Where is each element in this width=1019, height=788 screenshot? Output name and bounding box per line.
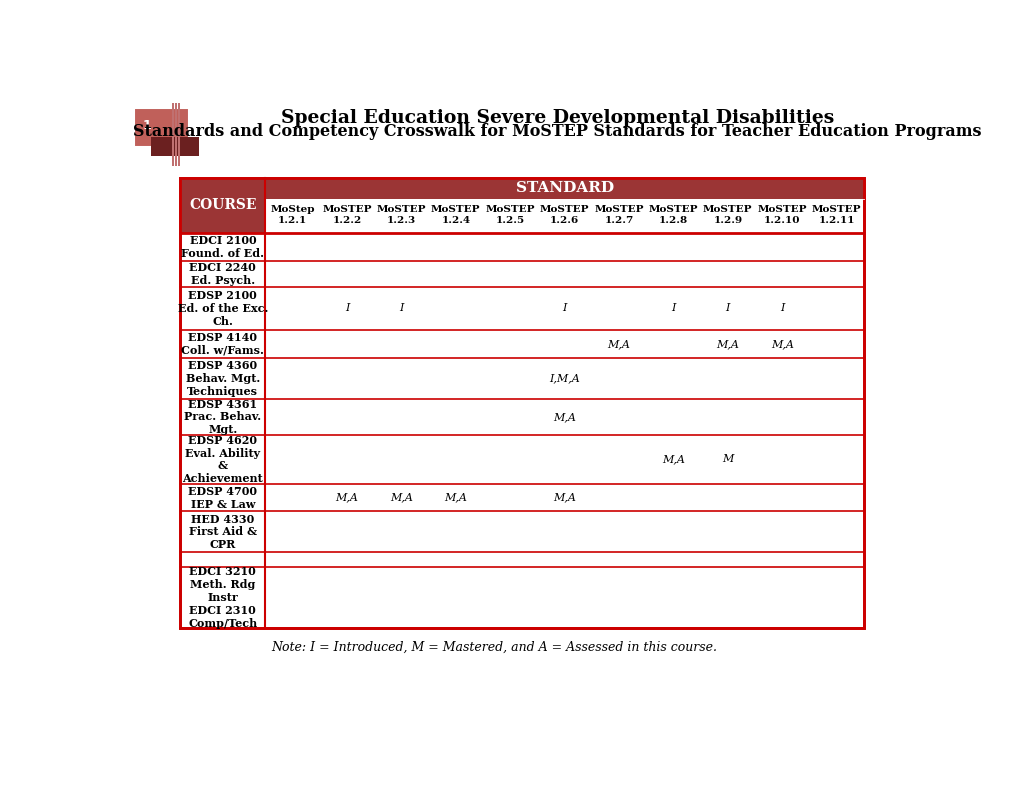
Text: 1.2.6: 1.2.6 [549,216,579,225]
Text: I: I [344,303,348,314]
Text: EDSP 4360
Behav. Mgt.
Techniques: EDSP 4360 Behav. Mgt. Techniques [185,360,260,396]
Text: I: I [780,303,784,314]
Text: MoSTEP: MoSTEP [539,206,589,214]
Text: Standards and Competency Crosswalk for MoSTEP Standards for Teacher Education Pr: Standards and Competency Crosswalk for M… [133,123,981,140]
Text: EDSP 4361
Prac. Behav.
Mgt.: EDSP 4361 Prac. Behav. Mgt. [184,399,261,435]
Text: MoSTEP: MoSTEP [811,206,860,214]
Text: M,A: M,A [552,412,576,422]
Text: I: I [561,303,567,314]
Text: EDSP 4620
Eval. Ability
&
Achievement: EDSP 4620 Eval. Ability & Achievement [182,435,263,484]
FancyBboxPatch shape [180,178,863,628]
Text: EDSP 4140
Coll. w/Fams.: EDSP 4140 Coll. w/Fams. [181,332,264,356]
Text: I: I [671,303,675,314]
Text: M,A: M,A [770,339,793,349]
Text: EDCI 2100
Found. of Ed.: EDCI 2100 Found. of Ed. [181,235,264,258]
Text: MoSTEP: MoSTEP [485,206,534,214]
Text: Note: I = Introduced, M = Mastered, and A = Assessed in this course.: Note: I = Introduced, M = Mastered, and … [271,641,716,654]
Text: M,A: M,A [389,492,413,503]
Text: 1.2.7: 1.2.7 [604,216,633,225]
FancyBboxPatch shape [171,103,173,166]
Text: M: M [721,455,733,464]
Text: 1.2.3: 1.2.3 [386,216,416,225]
Text: MoSTEP: MoSTEP [431,206,480,214]
FancyBboxPatch shape [177,103,179,166]
Text: EDCI 3210
Meth. Rdg
Instr
EDCI 2310
Comp/Tech: EDCI 3210 Meth. Rdg Instr EDCI 2310 Comp… [189,567,257,629]
FancyBboxPatch shape [265,178,863,199]
Text: M,A: M,A [661,455,684,464]
Text: 1.2.2: 1.2.2 [332,216,362,225]
Text: M,A: M,A [444,492,467,503]
Text: 1.2.8: 1.2.8 [658,216,687,225]
FancyBboxPatch shape [180,178,265,233]
Text: COURSE: COURSE [189,199,257,213]
Text: MoSTEP: MoSTEP [322,206,371,214]
Text: M,A: M,A [552,492,576,503]
Text: 1.2.1: 1.2.1 [278,216,307,225]
FancyBboxPatch shape [133,109,190,147]
Text: MoSTEP: MoSTEP [648,206,697,214]
Text: I: I [725,303,730,314]
FancyBboxPatch shape [174,103,176,166]
Text: M,A: M,A [715,339,739,349]
Text: MoStep: MoStep [270,206,315,214]
Text: EDSP 4700
IEP & Law: EDSP 4700 IEP & Law [189,485,257,510]
Text: 1.2.10: 1.2.10 [763,216,800,225]
Text: Special Education Severe Developmental Disabilities: Special Education Severe Developmental D… [280,109,834,127]
Text: EDCI 2240
Ed. Psych.: EDCI 2240 Ed. Psych. [190,262,256,286]
Text: 1.2.9: 1.2.9 [712,216,742,225]
Text: MoSTEP: MoSTEP [702,206,752,214]
Text: 1.2.11: 1.2.11 [817,216,854,225]
Text: 1: 1 [143,119,152,132]
Text: MoSTEP: MoSTEP [594,206,643,214]
Text: M,A: M,A [335,492,358,503]
Text: MoSTEP: MoSTEP [757,206,806,214]
Text: I,M,A: I,M,A [548,374,580,383]
Text: STANDARD: STANDARD [515,181,613,195]
Text: MoSTEP: MoSTEP [376,206,426,214]
Text: 1.2.4: 1.2.4 [441,216,470,225]
Text: 1.2.5: 1.2.5 [495,216,524,225]
FancyBboxPatch shape [151,137,199,156]
Text: EDSP 2100
Ed. of the Exc.
Ch.: EDSP 2100 Ed. of the Exc. Ch. [177,290,268,327]
Text: I: I [398,303,404,314]
Text: M,A: M,A [607,339,630,349]
Text: HED 4330
First Aid &
CPR: HED 4330 First Aid & CPR [189,514,257,550]
